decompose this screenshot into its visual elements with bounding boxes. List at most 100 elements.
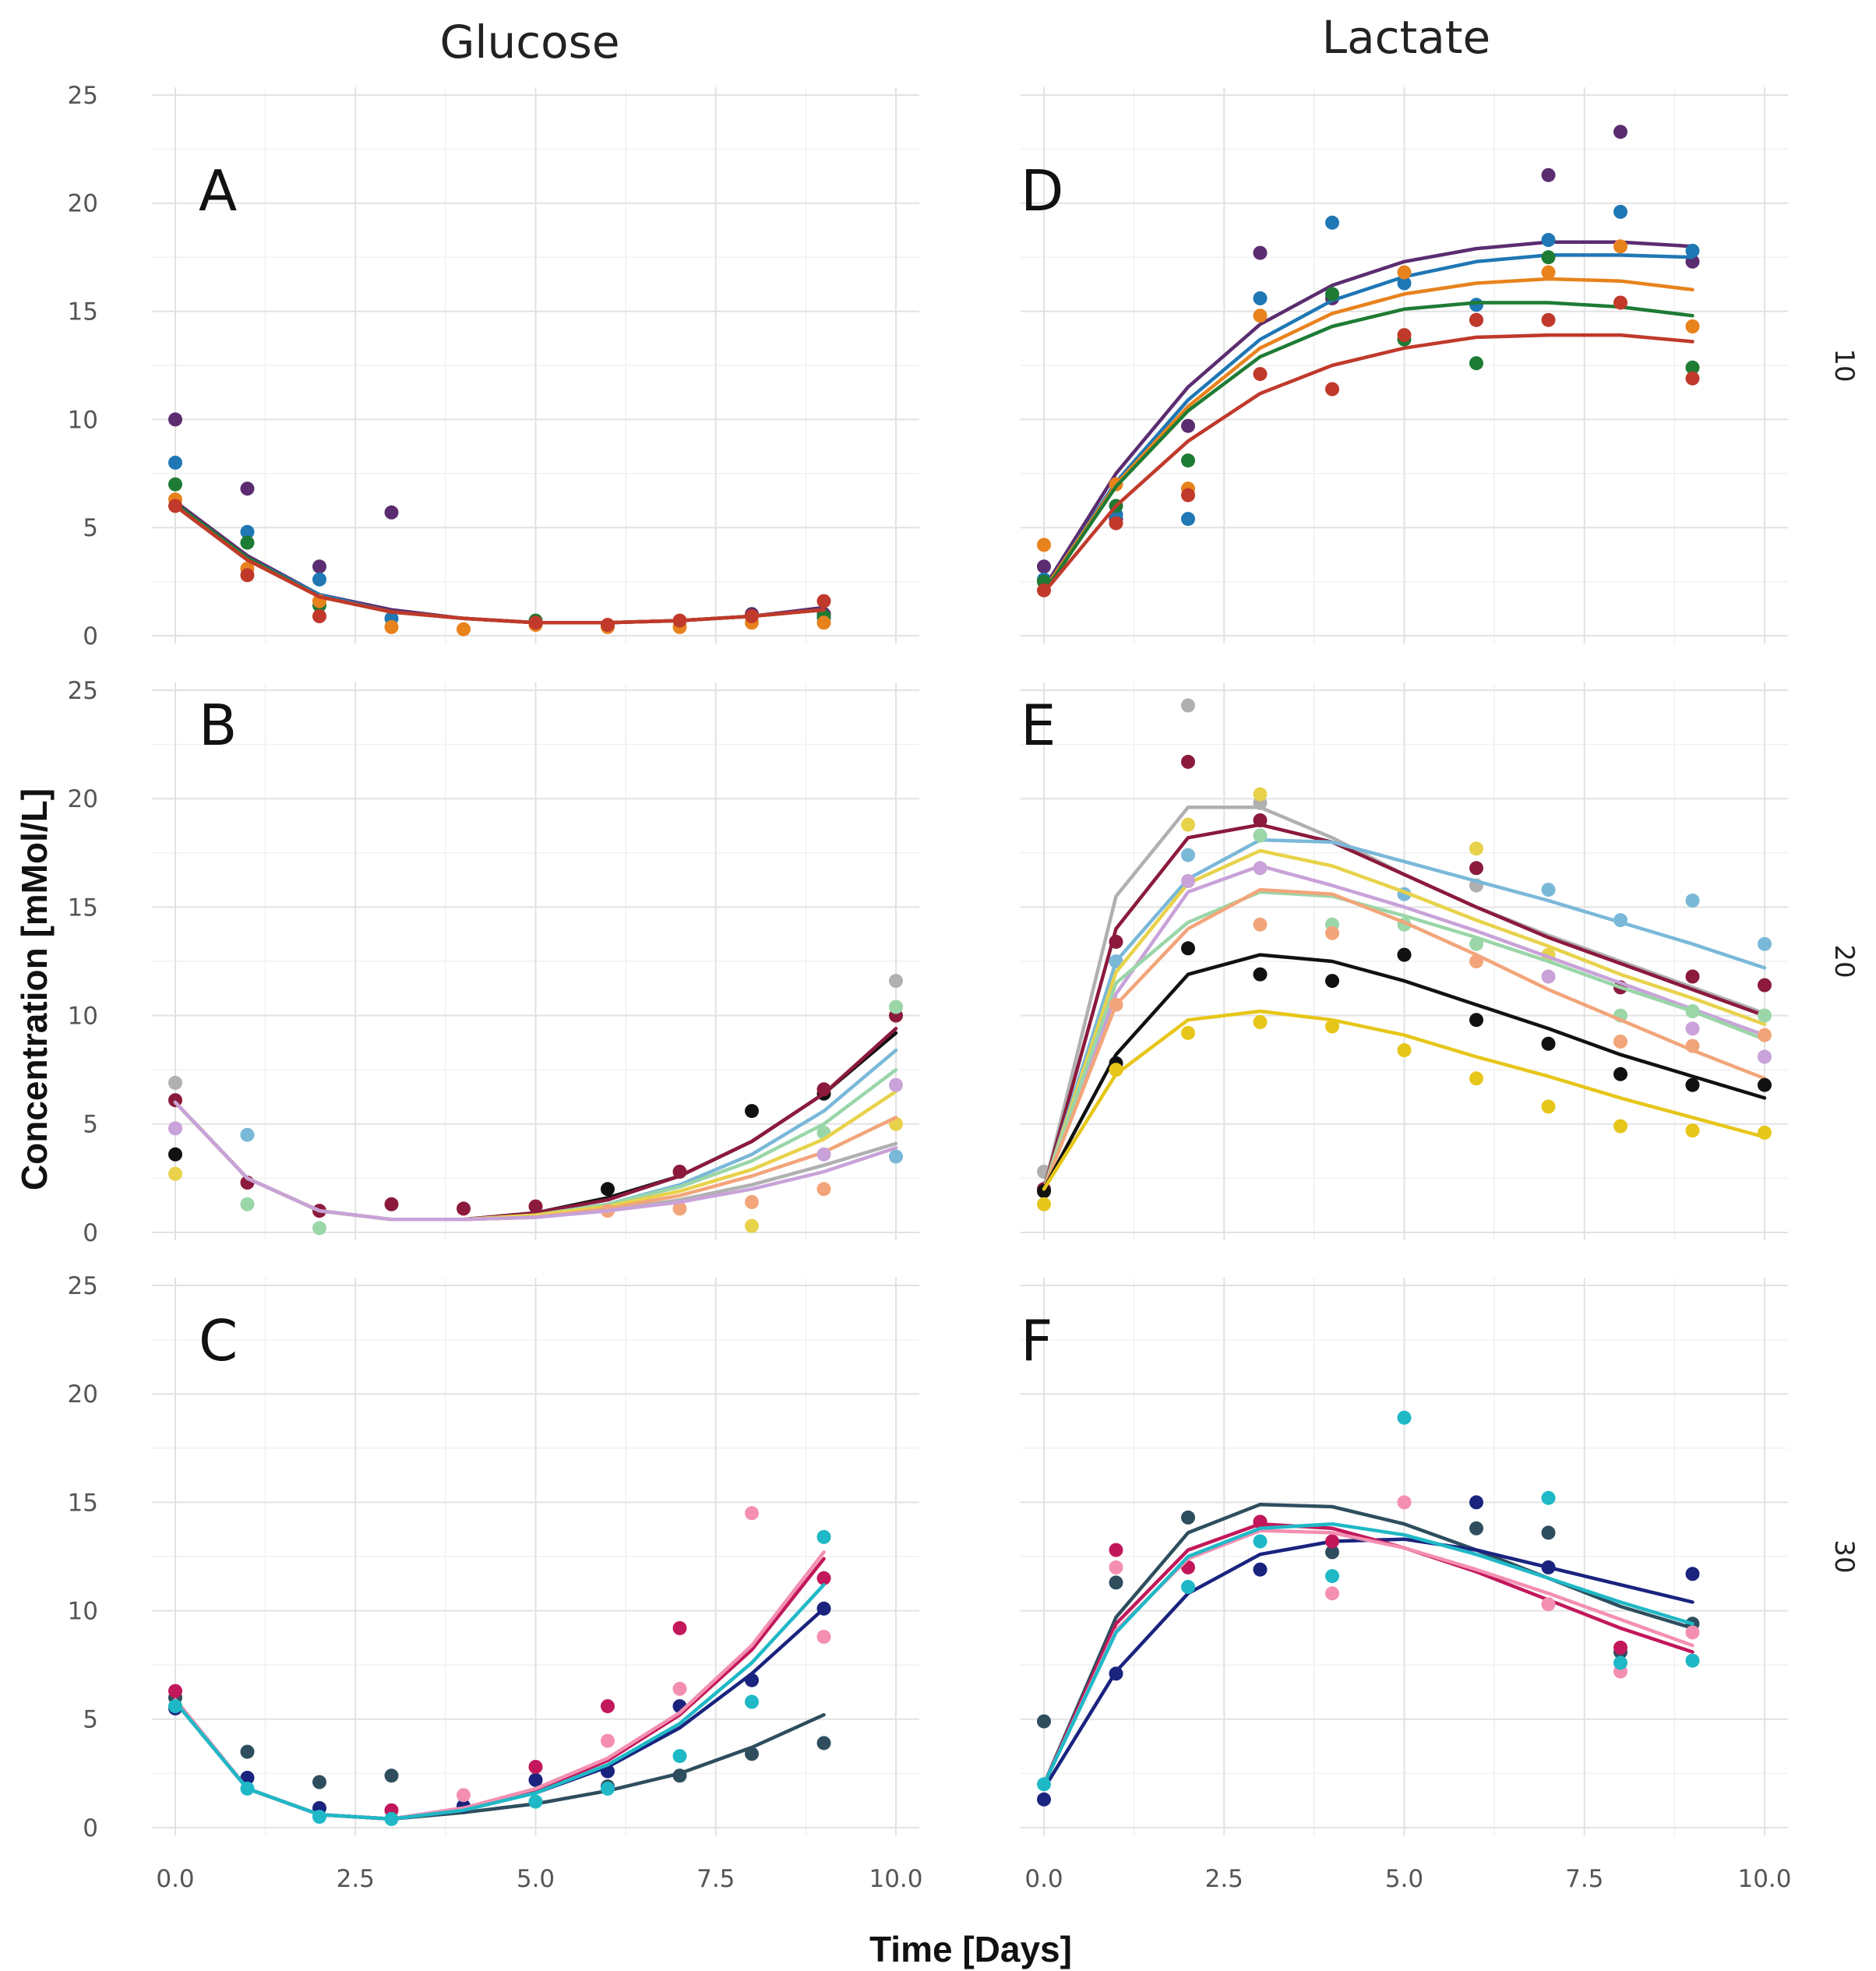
y-tick-label: 25 bbox=[68, 82, 98, 110]
data-point bbox=[1181, 698, 1195, 713]
data-point bbox=[1037, 538, 1051, 552]
data-point bbox=[601, 1182, 615, 1197]
data-point bbox=[240, 1197, 255, 1211]
data-point bbox=[1469, 841, 1483, 856]
data-point bbox=[528, 1760, 543, 1774]
data-point bbox=[816, 594, 831, 608]
data-point bbox=[601, 618, 615, 633]
y-tick-label: 20 bbox=[68, 1380, 98, 1409]
data-point bbox=[1181, 1580, 1195, 1594]
fit-line bbox=[1042, 1502, 1694, 1786]
data-point bbox=[1469, 1013, 1483, 1028]
data-point bbox=[672, 1620, 687, 1635]
data-point bbox=[1613, 239, 1627, 254]
data-point bbox=[1325, 1534, 1339, 1549]
data-point bbox=[1325, 1586, 1339, 1601]
series-s2 bbox=[168, 455, 831, 626]
data-point bbox=[240, 1781, 255, 1796]
series-s4 bbox=[168, 492, 831, 636]
data-point bbox=[1325, 1569, 1339, 1584]
data-point bbox=[1109, 1063, 1123, 1077]
fit-line bbox=[1042, 1009, 1767, 1191]
data-point bbox=[457, 1788, 471, 1803]
data-point bbox=[816, 1571, 831, 1585]
fit-line bbox=[1042, 1521, 1694, 1786]
data-point bbox=[384, 505, 399, 520]
row-strip-label: 20 bbox=[1828, 944, 1860, 978]
series-s3 bbox=[1037, 239, 1700, 592]
series-s5 bbox=[1037, 1410, 1700, 1792]
data-point bbox=[1541, 1525, 1556, 1540]
x-axis-label: Time [Days] bbox=[869, 1929, 1072, 1969]
data-point bbox=[672, 1681, 687, 1696]
data-point bbox=[1613, 125, 1627, 139]
data-point bbox=[1685, 1567, 1700, 1581]
panel-letter: E bbox=[1021, 693, 1056, 758]
data-point bbox=[1541, 265, 1556, 280]
fit-line bbox=[1042, 1537, 1694, 1791]
fit-line bbox=[1042, 1521, 1694, 1786]
data-point bbox=[745, 1694, 759, 1709]
data-point bbox=[672, 613, 687, 628]
data-point bbox=[312, 609, 326, 623]
panel-letter: D bbox=[1021, 158, 1063, 224]
x-tick-label: 7.5 bbox=[696, 1865, 735, 1893]
fit-line bbox=[1042, 253, 1694, 592]
y-tick-label: 20 bbox=[68, 785, 98, 813]
fit-line bbox=[173, 1100, 898, 1222]
x-tick-label: 2.5 bbox=[1205, 1865, 1243, 1893]
fit-line bbox=[1042, 240, 1694, 591]
y-axis-label: Concentration [mMol/L] bbox=[14, 788, 55, 1190]
data-point bbox=[1758, 978, 1772, 993]
data-point bbox=[1469, 1521, 1483, 1536]
data-point bbox=[816, 1082, 831, 1097]
series-s9 bbox=[1037, 1009, 1772, 1211]
data-point bbox=[1253, 917, 1268, 932]
data-point bbox=[1325, 926, 1339, 940]
data-point bbox=[1685, 1625, 1700, 1640]
panel-letter: F bbox=[1021, 1308, 1053, 1373]
series-s4 bbox=[1037, 250, 1700, 594]
data-point bbox=[1397, 947, 1412, 962]
data-point bbox=[745, 1747, 759, 1761]
data-point bbox=[745, 1218, 759, 1233]
y-tick-label: 15 bbox=[68, 894, 98, 922]
data-point bbox=[1109, 934, 1123, 949]
data-point bbox=[1541, 1597, 1556, 1612]
data-point bbox=[1325, 1019, 1339, 1034]
data-point bbox=[1253, 309, 1268, 323]
series-s1 bbox=[168, 412, 831, 625]
data-point bbox=[1109, 954, 1123, 968]
data-point bbox=[1253, 787, 1268, 802]
y-tick-label: 10 bbox=[68, 1597, 98, 1625]
data-point bbox=[240, 568, 255, 583]
series-s5 bbox=[1042, 861, 1772, 1191]
series-s2 bbox=[1037, 204, 1700, 592]
fit-line bbox=[1042, 848, 1767, 1191]
data-point bbox=[1253, 967, 1268, 982]
data-point bbox=[1541, 233, 1556, 247]
data-point bbox=[312, 1810, 326, 1825]
data-point bbox=[1685, 1123, 1700, 1138]
data-point bbox=[672, 1165, 687, 1179]
data-point bbox=[1037, 1777, 1051, 1792]
data-point bbox=[1109, 516, 1123, 531]
data-point bbox=[457, 622, 471, 636]
data-point bbox=[1109, 1666, 1123, 1681]
x-tick-label: 5.0 bbox=[1385, 1865, 1423, 1893]
data-point bbox=[1758, 1125, 1772, 1140]
series-s4 bbox=[173, 1506, 831, 1821]
x-tick-label: 0.0 bbox=[156, 1865, 194, 1893]
y-tick-label: 25 bbox=[68, 677, 98, 705]
data-point bbox=[168, 1075, 182, 1090]
data-point bbox=[1109, 1575, 1123, 1590]
data-point bbox=[312, 1775, 326, 1789]
data-point bbox=[1685, 319, 1700, 333]
y-tick-label: 0 bbox=[83, 1814, 98, 1842]
fit-line bbox=[1042, 864, 1767, 1191]
data-point bbox=[1758, 1028, 1772, 1042]
data-point bbox=[457, 1201, 471, 1216]
data-point bbox=[889, 974, 903, 989]
data-point bbox=[1541, 883, 1556, 897]
